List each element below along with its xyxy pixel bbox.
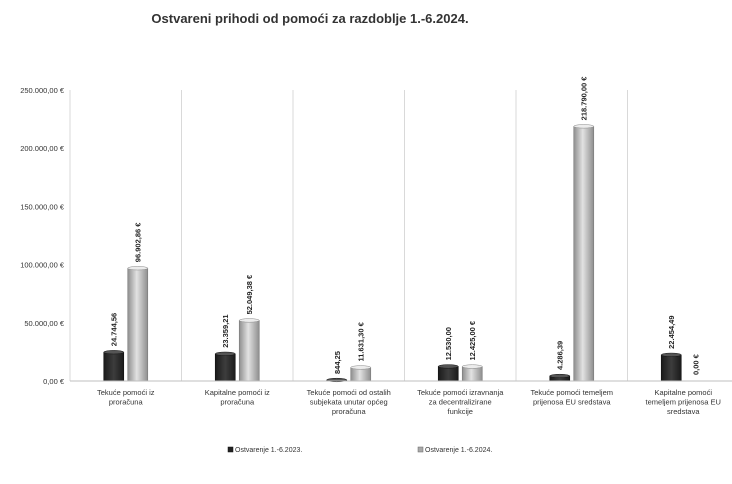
data-label: 12.425,00 € <box>468 320 477 360</box>
data-label: 96.902,86 € <box>134 222 143 262</box>
x-tick-label: Tekuće pomoći od ostalih subjekata unutar… <box>307 388 391 416</box>
legend-swatch <box>227 446 234 453</box>
data-label: 218.790,00 € <box>580 76 589 121</box>
y-tick-label: 150.000,00 € <box>20 202 65 211</box>
data-label: 23.359,21 <box>221 314 230 347</box>
legend-label: Ostvarenje 1.-6.2023. <box>235 447 302 454</box>
y-tick-label: 50.000,00 € <box>24 319 64 328</box>
bar-cap <box>462 364 483 369</box>
bar <box>214 353 236 382</box>
grid <box>69 90 628 381</box>
bar <box>127 267 149 382</box>
x-axis: Tekuće pomoći iz proračuna Kapitalne pomoć… <box>70 380 732 416</box>
data-label: 12.530,00 <box>444 327 453 360</box>
legend-swatch <box>417 446 424 453</box>
data-label: 844,25 <box>333 351 342 374</box>
bar <box>660 354 682 382</box>
bar <box>103 351 125 382</box>
bar-cap <box>350 365 371 370</box>
bar-cap <box>103 350 124 355</box>
bar-cap <box>239 318 260 323</box>
bar <box>461 366 483 382</box>
x-tick-label: Kapitalne pomoći iz proračuna <box>205 388 270 407</box>
y-axis: 0,00 € 50.000,00 € 100.000,00 € 150.000,00 … <box>20 86 65 386</box>
bar <box>437 366 459 382</box>
x-tick-label: Kapitalne pomoći temeljem prijenosa EU sre… <box>646 388 721 416</box>
bar <box>573 126 595 382</box>
y-tick-label: 0,00 € <box>43 377 65 386</box>
legend: Ostvarenje 1.-6.2023. Ostvarenje 1.-6.202… <box>227 446 492 454</box>
legend-label: Ostvarenje 1.-6.2024. <box>425 447 492 454</box>
bar-cap <box>661 352 682 357</box>
bar-cap <box>215 351 236 356</box>
x-tick-label: Tekuće pomoći iz proračuna <box>97 388 155 407</box>
y-tick-label: 100.000,00 € <box>20 261 65 270</box>
data-label: 4.286,39 <box>556 341 565 370</box>
x-tick-label: Tekuće pomoći izravnanja za decentralizir… <box>417 388 504 416</box>
bars <box>103 124 682 383</box>
bar-cap <box>438 364 459 369</box>
data-label: 24.744,56 <box>110 313 119 346</box>
bar <box>238 320 260 382</box>
y-tick-label: 250.000,00 € <box>20 86 65 95</box>
data-label: 22.454,49 <box>667 315 676 348</box>
bar-cap <box>573 124 594 129</box>
bar-cap <box>549 373 570 379</box>
data-labels: 24.744,56 23.359,21 844,25 12.530,00 4.286,3… <box>110 76 701 375</box>
data-label: 52.049,38 € <box>245 274 254 314</box>
y-tick-label: 200.000,00 € <box>20 144 65 153</box>
data-label: 11.631,30 € <box>357 321 366 361</box>
x-tick-label: Tekuće pomoći temeljem prijenosa EU sreds… <box>530 388 613 407</box>
chart-title: Ostvareni prihodi od pomoći za razdoblje… <box>151 11 468 26</box>
bar-cap <box>127 266 148 271</box>
data-label: 0,00 € <box>691 353 700 375</box>
